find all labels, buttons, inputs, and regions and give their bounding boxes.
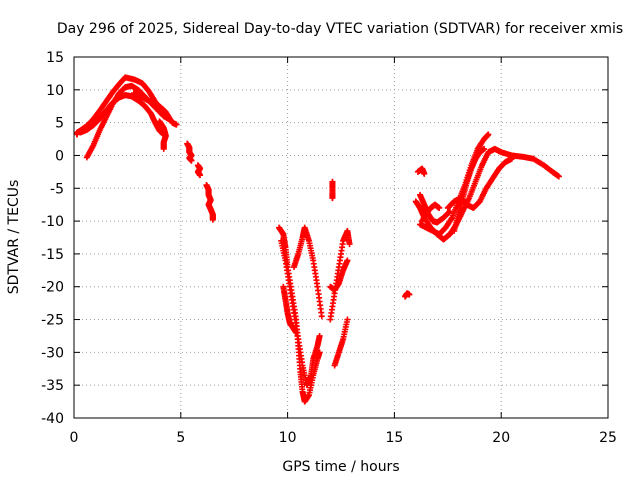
x-tick-label: 25: [599, 430, 617, 446]
series-arc-dropout-c: [203, 181, 216, 223]
data-point: [344, 257, 351, 264]
series-arc-dropout-b: [194, 162, 204, 179]
data-point: [508, 155, 515, 162]
series-arc-midday-f: [327, 227, 353, 323]
data-point: [481, 145, 488, 152]
x-tick-label: 15: [385, 430, 403, 446]
y-tick-label: -20: [41, 280, 64, 296]
y-tick-label: 10: [46, 83, 64, 99]
chart-title: Day 296 of 2025, Sidereal Day-to-day VTE…: [57, 21, 623, 37]
data-point: [160, 145, 167, 152]
data-point: [555, 173, 562, 180]
data-point: [318, 313, 325, 320]
y-tick-label: -40: [41, 411, 64, 427]
axis-ticks: 0 5 10 15 20 25 -40 -35 -30 -25 -20 -15 -10 -5 0 5 10 15: [41, 50, 617, 446]
data-point: [406, 291, 413, 298]
series-arc-evening-e: [451, 145, 488, 234]
grid: [74, 57, 608, 418]
series-arc-dropout-a: [184, 140, 195, 164]
y-tick-label: 15: [46, 50, 64, 66]
y-tick-label: -10: [41, 214, 64, 230]
series-arc-evening-g: [419, 201, 443, 225]
x-tick-label: 20: [492, 430, 510, 446]
series-arc-midday-g: [327, 257, 351, 294]
data-point: [188, 157, 195, 164]
data-point: [421, 170, 428, 177]
y-tick-label: -5: [50, 181, 64, 197]
series-arc-midday-e: [331, 316, 351, 369]
data-point: [436, 204, 443, 211]
y-tick-label: 0: [55, 148, 64, 164]
series-arc-evening-d: [417, 191, 453, 226]
series-arc-evening-f: [444, 155, 515, 211]
y-tick-label: 5: [55, 116, 64, 132]
data-point: [344, 316, 351, 323]
x-tick-label: 0: [70, 430, 79, 446]
series-arc-midday-c: [291, 224, 325, 320]
y-tick-label: -25: [41, 313, 64, 329]
series-arc-evening-b: [412, 145, 562, 243]
y-tick-label: -35: [41, 378, 64, 394]
y-tick-label: -15: [41, 247, 64, 263]
x-axis-label: GPS time / hours: [282, 459, 399, 475]
series-arc-morning-e: [156, 118, 169, 152]
data-point: [293, 329, 300, 336]
data-point: [329, 195, 336, 202]
data-point: [485, 131, 492, 138]
data-point: [316, 332, 323, 339]
y-tick-label: -30: [41, 345, 64, 361]
series-arc-morning-c: [77, 92, 167, 138]
data-point: [197, 172, 204, 179]
series-arc-short: [402, 290, 413, 300]
series-arc-evening-a: [414, 165, 428, 177]
x-tick-label: 5: [176, 430, 185, 446]
data-point: [209, 216, 216, 223]
x-tick-label: 10: [279, 430, 297, 446]
series-arc-midday-d: [280, 283, 300, 336]
data-point: [173, 121, 180, 128]
series-arc-isolated: [329, 178, 336, 202]
series-arc-morning-d: [130, 90, 180, 128]
data-points: [74, 74, 562, 405]
data-point: [346, 241, 353, 248]
y-axis-label: SDTVAR / TECUs: [6, 180, 22, 295]
plot-frame: [73, 56, 609, 419]
